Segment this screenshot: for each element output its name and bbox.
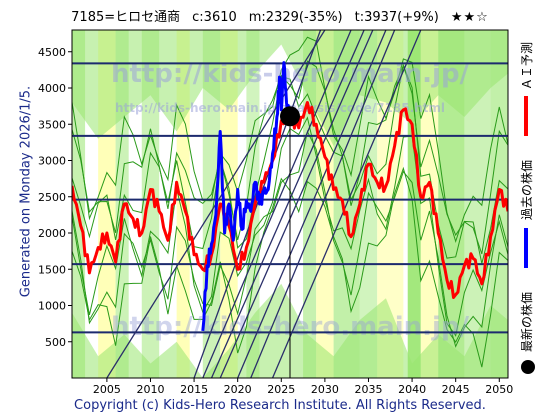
y-tick-label: 2000: [38, 227, 66, 240]
trend-line: [202, 30, 352, 378]
y-tick-label: 2500: [38, 191, 66, 204]
target-price: t:3937(+9%): [354, 10, 439, 25]
legend: ＡＩ予測 過去の株価 最新の株価: [516, 30, 556, 380]
plot-frame: [71, 29, 509, 379]
probability-band: [202, 30, 221, 378]
x-tick-label: 2050: [485, 383, 513, 396]
y-tick-label: 4000: [38, 82, 66, 95]
y-tick-label: 4500: [38, 46, 66, 59]
probability-band: [359, 30, 378, 378]
rating-stars: ★★☆: [450, 10, 489, 25]
x-axis: 2005 2010 2015 2020 2025 2030 2035 2040 2045 2050: [93, 378, 513, 396]
trend-lines: [106, 30, 422, 378]
x-tick-label: 2020: [224, 383, 252, 396]
x-tick-label: 2035: [354, 383, 382, 396]
legend-latest-price-marker: [521, 360, 535, 374]
chart-header: 7185=ヒロセ通商 c:3610 m:2329(-35%) t:3937(+9%) ★…: [0, 6, 560, 25]
min-price: m:2329(-35%): [248, 10, 343, 25]
trend-line: [237, 30, 387, 378]
legend-ai-forecast-swatch: [524, 96, 528, 136]
copyright-footer: Copyright (c) Kids-Hero Research Institu…: [74, 398, 486, 413]
trend-line: [271, 30, 422, 378]
trend-line: [219, 30, 374, 378]
y-tick-label: 3000: [38, 155, 66, 168]
series-line-past: [201, 61, 292, 332]
legend-past-price-label: 過去の株価: [520, 159, 534, 220]
probability-band: [72, 30, 86, 378]
probability-band: [490, 30, 508, 378]
latest-price-dot: [280, 106, 300, 127]
upper-band: [72, 30, 508, 146]
y-tick-label: 1500: [38, 263, 66, 276]
probability-band: [420, 30, 439, 378]
stock-code-name: 7185=ヒロセ通商: [71, 10, 181, 25]
trend-line: [250, 30, 396, 378]
y-tick-label: 500: [45, 336, 66, 349]
x-tick-label: 2010: [136, 383, 164, 396]
x-tick-label: 2015: [180, 383, 208, 396]
y-tick-label: 1000: [38, 300, 66, 313]
x-tick-label: 2005: [93, 383, 121, 396]
probability-bands: [72, 30, 508, 378]
legend-past-price-swatch: [524, 228, 528, 268]
trend-line: [210, 30, 365, 378]
y-tick-label: 3500: [38, 118, 66, 131]
trend-line: [193, 30, 322, 378]
scenario-line: [72, 36, 508, 244]
legend-latest-price-label: 最新の株価: [520, 291, 534, 352]
x-tick-label: 2045: [442, 383, 470, 396]
current-price: c:3610: [192, 10, 237, 25]
y-axis: 500 1000 1500 2000 2500 3000 3500 4000 4500: [38, 46, 72, 349]
x-tick-label: 2040: [398, 383, 426, 396]
x-tick-label: 2025: [267, 383, 295, 396]
x-tick-label: 2030: [311, 383, 339, 396]
probability-band: [141, 30, 160, 378]
scenario-line: [72, 63, 508, 264]
